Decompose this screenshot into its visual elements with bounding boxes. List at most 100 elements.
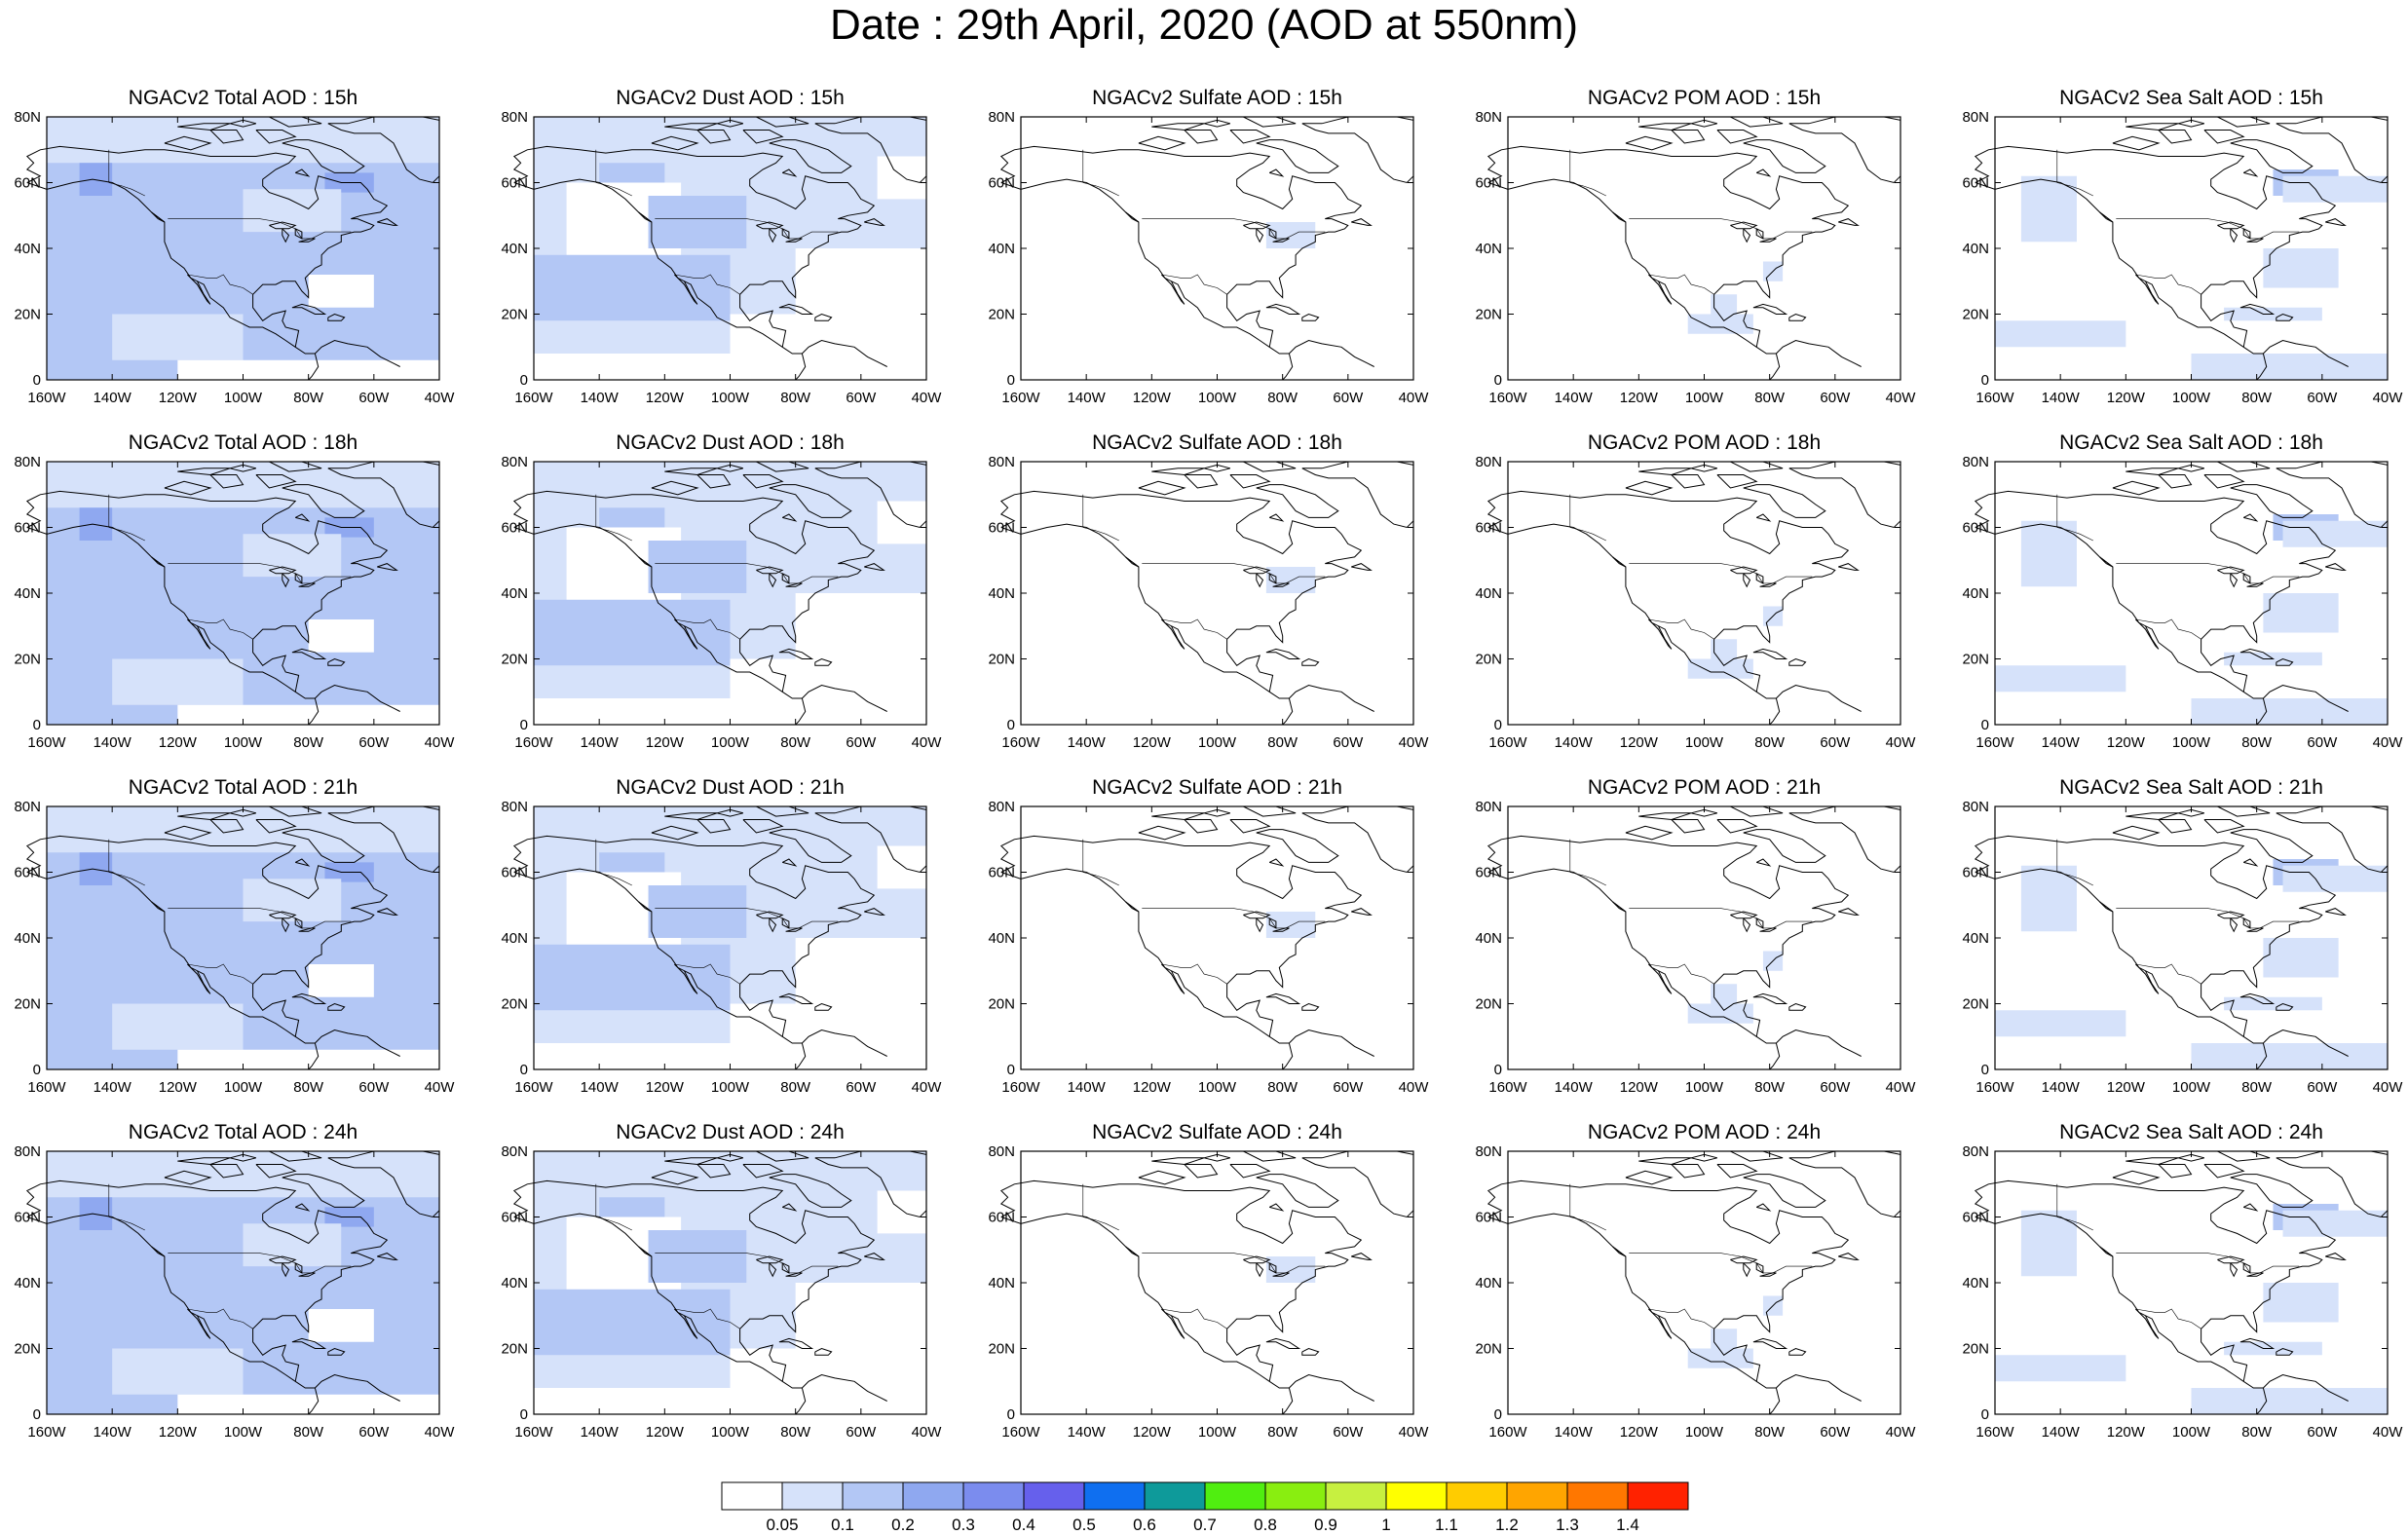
coastline [1730,1255,1758,1264]
coastline [1184,1164,1219,1179]
lon-tick-label: 140W [581,734,620,751]
coastline [1743,917,1751,933]
lon-tick-label: 140W [2042,734,2081,751]
coastline [1612,556,1627,568]
colorbar-label: 0.1 [831,1516,854,1534]
lat-tick-label: 0 [33,1406,41,1423]
lon-tick-label: 100W [2172,734,2211,751]
lat-tick-label: 20N [14,652,41,668]
lon-tick-label: 140W [581,1424,620,1441]
coastline [1125,1246,1140,1257]
lon-tick-label: 100W [2172,1424,2211,1441]
colorbar-label: 0.2 [891,1516,915,1534]
lon-tick-label: 140W [1068,1079,1107,1096]
lat-tick-label: 0 [33,372,41,389]
coastline [802,1029,887,1057]
lon-tick-label: 140W [1555,390,1594,406]
lat-tick-label: 80N [1962,1143,1989,1160]
border-line [1648,618,1714,640]
coastline [1730,566,1758,575]
coastline [802,684,887,712]
lon-tick-label: 40W [2373,1079,2404,1096]
lon-tick-label: 140W [1555,1079,1594,1096]
coastline [327,123,440,184]
coastline [1752,992,1788,1004]
colorbar-label: 0.9 [1314,1516,1337,1534]
lat-tick-label: 80N [501,454,528,470]
lat-tick-label: 80N [1475,109,1502,126]
coastline [2276,461,2389,469]
coastline [769,1262,777,1278]
aod-region [1265,222,1316,248]
colorbar-label: 0.5 [1072,1516,1096,1534]
lon-tick-label: 60W [1333,1079,1364,1096]
map-panel: NGACv2 POM AOD : 21h 80N 60N 40N 20N 0 160W 140… [1461,777,1919,1099]
coastline [1184,819,1219,834]
coastline [1289,1373,1374,1402]
colorbar-label: 0.7 [1193,1516,1217,1534]
coastline [1838,563,1860,571]
lat-tick-label: 80N [14,109,41,126]
coastline [308,1387,320,1415]
aod-region [1265,912,1316,938]
coastline [2325,218,2347,226]
lat-tick-label: 0 [1007,1062,1015,1078]
lon-tick-label: 60W [1820,1424,1851,1441]
coastline [512,835,876,1037]
coastline [2126,468,2179,476]
border-line [1161,1308,1227,1329]
coastline [1671,130,1706,144]
border-line [595,1217,632,1231]
aod-region [1711,984,1738,1011]
lat-tick-label: 0 [1981,1406,1989,1423]
coastline [1743,829,1826,863]
coastline [2230,917,2239,933]
coastline [1229,1164,1271,1179]
panel-title: NGACv2 POM AOD : 18h [1587,431,1822,454]
aod-region [2020,520,2077,587]
coastline [1268,513,1285,522]
border-line [187,618,253,640]
map-panel: NGACv2 POM AOD : 15h 80N 60N 40N 20N 0 160W 140… [1461,88,1919,409]
coastline [785,238,803,243]
border-line [2135,963,2201,985]
coastline [512,1179,876,1382]
lon-tick-label: 60W [2307,390,2338,406]
lat-tick-label: 0 [520,1062,528,1078]
coastline [1272,1272,1290,1277]
coastline [1229,474,1271,489]
coastline [315,1029,400,1057]
coastline [1625,135,1674,151]
coastline [1743,139,1826,173]
coastline [2203,130,2245,144]
colorbar-box [1506,1481,1568,1511]
coastline [2217,461,2271,472]
coastline [2230,1262,2239,1278]
coastline [1229,130,1271,144]
coastline [1730,1150,1784,1162]
lat-tick-label: 60N [1962,1210,1989,1226]
coastline [1243,461,1297,472]
coastline [1752,1337,1788,1349]
coastline [2276,313,2294,321]
map-panel: NGACv2 Sea Salt AOD : 21h 80N 60N 40N 20N 0 16… [1948,777,2406,1099]
map-panel: NGACv2 Dust AOD : 24h 80N 60N 40N 20N 0 160W 14… [487,1122,945,1443]
coastline [1788,805,1901,814]
coastline [1759,238,1777,243]
lon-tick-label: 60W [2307,1079,2338,1096]
coastline [1648,1308,1673,1339]
coastline [164,825,212,841]
aod-region [79,507,113,541]
coastline [1671,474,1706,489]
lat-tick-label: 80N [1962,799,1989,815]
coastline [2239,303,2276,315]
coastline [696,819,732,834]
colorbar-box [902,1481,964,1511]
coastline [769,484,852,518]
coastline [769,917,777,933]
aod-region [308,619,374,653]
coastline [638,556,653,568]
